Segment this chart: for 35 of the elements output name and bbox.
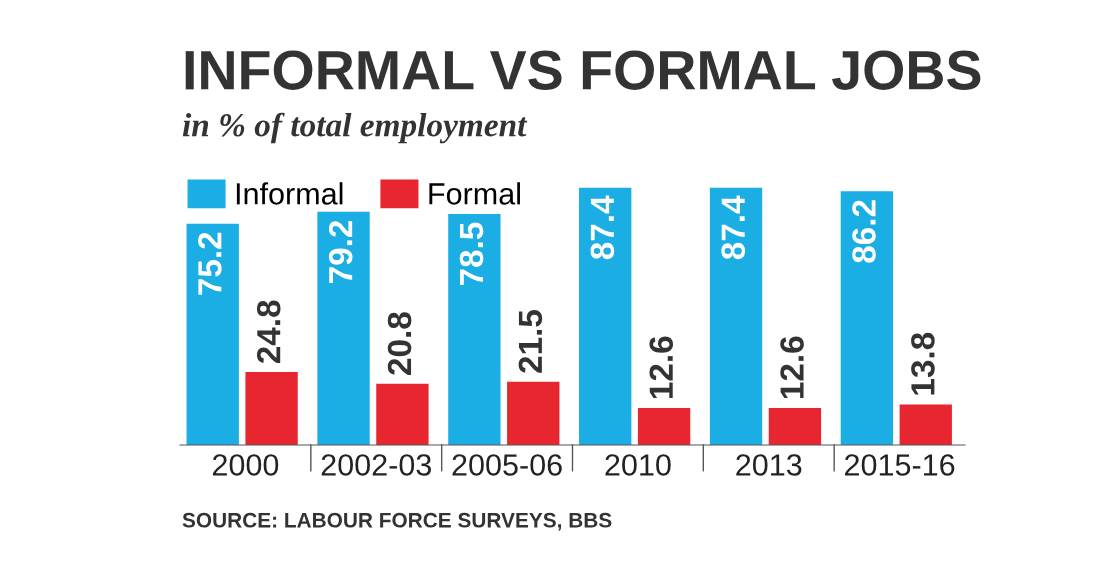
- data-label: 87.4: [590, 195, 615, 260]
- x-tick-label: 2010: [605, 454, 671, 476]
- data-label: 21.5: [518, 310, 543, 373]
- bar: [709, 187, 763, 445]
- x-tick-label: 2015-16: [845, 454, 955, 476]
- data-label: 87.4: [721, 195, 745, 260]
- data-label: 13.8: [911, 332, 935, 395]
- data-label: 78.5: [459, 222, 484, 286]
- bar: [768, 407, 822, 445]
- legend-label: Formal: [429, 182, 520, 205]
- legend-label: Informal: [236, 182, 343, 205]
- bar: [507, 381, 560, 445]
- data-label: 24.8: [256, 300, 281, 364]
- data-label: 12.6: [780, 336, 804, 399]
- chart-subtitle: in % of total employment: [182, 112, 528, 144]
- data-label: 20.8: [387, 312, 412, 375]
- data-label: 12.6: [649, 336, 674, 399]
- bar: [186, 223, 239, 445]
- data-label: 75.2: [198, 232, 222, 295]
- x-tick-label: 2005-06: [452, 454, 562, 476]
- bar: [579, 187, 632, 445]
- data-label: 79.2: [328, 220, 353, 284]
- bar: [317, 211, 370, 445]
- source-note: SOURCE: LABOUR FORCE SURVEYS, BBS: [182, 512, 612, 531]
- x-tick-label: 2013: [736, 454, 802, 476]
- bar: [376, 383, 429, 445]
- chart-title: INFORMAL VS FORMAL JOBS: [185, 50, 981, 90]
- x-tick-label: 2002-03: [321, 454, 431, 476]
- bar: [245, 372, 298, 445]
- bar: [637, 407, 691, 445]
- bar: [448, 213, 501, 445]
- data-label: 86.2: [852, 200, 876, 263]
- bar: [899, 404, 952, 445]
- x-tick-label: 2000: [212, 454, 279, 476]
- bar: [840, 191, 894, 445]
